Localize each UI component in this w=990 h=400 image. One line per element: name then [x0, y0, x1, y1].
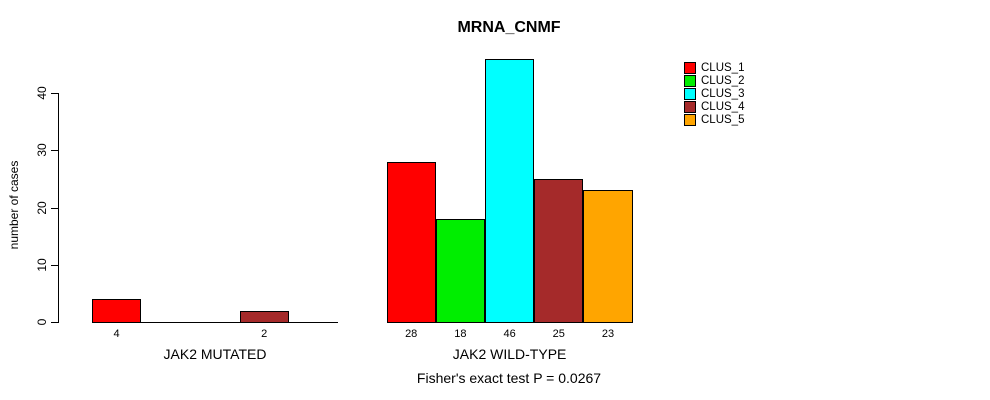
y-tick-label: 30 [35, 143, 49, 157]
y-tick-label: 40 [35, 86, 49, 100]
legend: CLUS_1 CLUS_2 CLUS_3 CLUS_4 CLUS_5 [684, 61, 744, 126]
legend-swatch-clus-5 [684, 113, 696, 126]
y-tick-label: 20 [35, 200, 49, 215]
y-tick-mark [51, 207, 58, 209]
legend-item-clus-2: CLUS_2 [684, 74, 744, 87]
bar-value-label: 28 [405, 328, 418, 340]
group-label-jak2-wild-type: JAK2 WILD-TYPE [452, 346, 567, 362]
group-label-jak2-mutated: JAK2 MUTATED [163, 346, 267, 362]
legend-label: CLUS_1 [701, 61, 745, 74]
bar-value-label: 25 [552, 328, 565, 340]
y-tick-mark [51, 264, 58, 266]
legend-label: CLUS_5 [701, 113, 745, 126]
legend-item-clus-3: CLUS_3 [684, 87, 744, 100]
subtitle-fisher-test: Fisher's exact test P = 0.0267 [416, 370, 602, 386]
y-tick-mark [51, 150, 58, 152]
y-tick-label: 10 [35, 258, 49, 272]
legend-swatch-clus-1 [684, 61, 696, 74]
bar-clus-1-jak2-wild-type [386, 161, 436, 323]
legend-item-clus-4: CLUS_4 [684, 100, 744, 113]
group-baseline [92, 322, 338, 323]
bar-value-label: 23 [601, 328, 615, 340]
bar-clus-5-jak2-wild-type [583, 190, 633, 323]
chart-title: MRNA_CNMF [457, 19, 561, 36]
bar-clus-3-jak2-wild-type [485, 58, 535, 323]
bar-clus-1-jak2-mutated [92, 299, 142, 323]
y-axis-line [58, 93, 59, 323]
bar-value-label: 4 [113, 328, 120, 340]
bar-clus-4-jak2-wild-type [534, 178, 584, 323]
legend-swatch-clus-4 [684, 100, 696, 113]
legend-swatch-clus-3 [684, 87, 696, 100]
bar-value-label: 18 [454, 328, 467, 340]
y-tick-mark [51, 322, 58, 323]
y-tick-label: 0 [35, 318, 49, 326]
bar-value-label: 2 [261, 328, 268, 340]
legend-item-clus-5: CLUS_5 [684, 113, 744, 126]
legend-swatch-clus-2 [684, 74, 696, 87]
bar-clus-4-jak2-mutated [239, 310, 289, 323]
legend-label: CLUS_2 [701, 74, 745, 87]
bar-value-label: 46 [503, 328, 516, 340]
y-tick-mark [51, 93, 58, 94]
legend-label: CLUS_4 [701, 100, 745, 113]
bar-clus-2-jak2-wild-type [435, 218, 485, 323]
y-axis-title: number of cases [7, 160, 21, 250]
legend-label: CLUS_3 [701, 87, 745, 100]
legend-item-clus-1: CLUS_1 [684, 61, 744, 74]
